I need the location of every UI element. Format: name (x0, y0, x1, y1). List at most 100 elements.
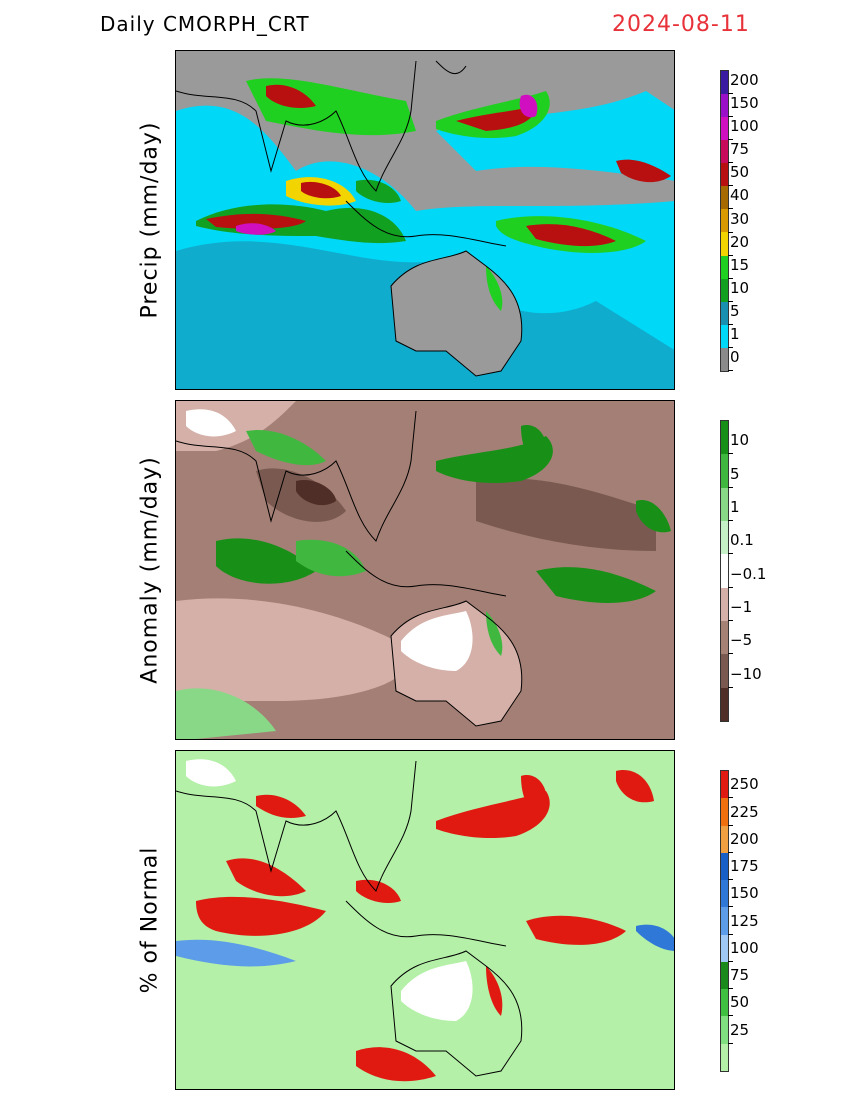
anomaly-map (176, 401, 674, 739)
colorbar-label: 0.1 (730, 531, 754, 550)
colorbar-label: 1 (730, 324, 740, 343)
colorbar-segment (721, 347, 728, 371)
colorbar-segment (721, 255, 728, 279)
colorbar-segment (721, 989, 728, 1017)
anomaly-ylabel: Anomaly (mm/day) (137, 456, 163, 684)
colorbar-segment (721, 587, 728, 621)
colorbar-tick (728, 300, 733, 302)
colorbar-label: 100 (730, 938, 759, 957)
colorbar-label: 5 (730, 301, 740, 320)
colorbar-segment (721, 209, 728, 233)
colorbar-tick (728, 486, 733, 488)
colorbar-segment (721, 163, 728, 187)
colorbar-label: 50 (730, 163, 750, 182)
colorbar-segment (721, 186, 728, 210)
precip-colorbar (720, 70, 729, 372)
colorbar-tick (728, 797, 733, 799)
precip-map-panel (175, 50, 675, 390)
colorbar-tick (728, 254, 733, 256)
colorbar-label: 75 (730, 966, 750, 985)
colorbar-segment (721, 278, 728, 302)
colorbar-segment (721, 117, 728, 141)
colorbar-tick (728, 933, 733, 935)
date-label: 2024-08-11 (612, 12, 750, 37)
colorbar-label: 15 (730, 255, 750, 274)
colorbar-label: 150 (730, 94, 759, 113)
colorbar-tick (728, 162, 733, 164)
colorbar-tick (728, 686, 733, 688)
colorbar-segment (721, 961, 728, 990)
colorbar-label: 5 (730, 464, 740, 483)
colorbar-segment (721, 934, 728, 962)
colorbar-label: 40 (730, 186, 750, 205)
colorbar-tick (728, 116, 733, 118)
colorbar-segment (721, 880, 728, 908)
colorbar-label: 100 (730, 117, 759, 136)
colorbar-tick (728, 520, 733, 521)
colorbar-tick (728, 93, 733, 95)
colorbar-segment (721, 825, 728, 853)
anomaly-colorbar (720, 420, 729, 722)
colorbar-tick (728, 620, 733, 621)
colorbar-tick (728, 824, 733, 826)
colorbar-tick (728, 185, 733, 187)
colorbar-label: −5 (730, 631, 753, 650)
colorbar-tick (728, 586, 733, 588)
colorbar-tick (728, 139, 733, 141)
precip-ylabel: Precip (mm/day) (137, 121, 163, 319)
colorbar-segment (721, 232, 728, 256)
precip-map (176, 51, 674, 389)
colorbar-label: 0 (730, 348, 740, 366)
colorbar-label: −0.1 (730, 564, 767, 583)
colorbar-label: 175 (730, 857, 759, 876)
colorbar-tick (728, 879, 733, 881)
colorbar-label: 10 (730, 431, 750, 450)
colorbar-segment (721, 94, 728, 118)
colorbar-segment (721, 71, 728, 95)
colorbar-segment (721, 554, 728, 588)
colorbar-segment (721, 771, 728, 799)
colorbar-label: 25 (730, 1020, 750, 1039)
colorbar-label: −10 (730, 664, 762, 683)
colorbar-segment (721, 654, 728, 688)
colorbar-tick (728, 988, 733, 990)
colorbar-tick (728, 208, 733, 210)
colorbar-label: 200 (730, 71, 759, 90)
percent-normal-ylabel: % of Normal (137, 846, 163, 994)
colorbar-label: 20 (730, 232, 750, 251)
colorbar-segment (721, 421, 728, 455)
colorbar-label: 75 (730, 140, 750, 159)
colorbar-segment (721, 487, 728, 521)
chart-title: Daily CMORPH_CRT (100, 12, 310, 36)
colorbar-tick (728, 231, 733, 233)
colorbar-tick (728, 851, 733, 853)
colorbar-segment (721, 301, 728, 325)
colorbar-segment (721, 852, 728, 881)
colorbar-label: 200 (730, 829, 759, 848)
colorbar-tick (728, 906, 733, 908)
colorbar-tick (728, 553, 733, 555)
colorbar-tick (728, 960, 733, 962)
colorbar-tick (728, 323, 733, 325)
colorbar-segment (721, 620, 728, 655)
colorbar-segment (721, 798, 728, 826)
colorbar-segment (721, 454, 728, 488)
colorbar-label: 50 (730, 993, 750, 1012)
colorbar-segment (721, 520, 728, 555)
colorbar-tick (728, 453, 733, 455)
percent-normal-colorbar (720, 770, 729, 1072)
colorbar-label: 1 (730, 498, 740, 516)
colorbar-tick (728, 277, 733, 279)
colorbar-segment (721, 1043, 728, 1071)
colorbar-segment (721, 907, 728, 935)
colorbar-label: 125 (730, 911, 759, 930)
colorbar-label: 150 (730, 884, 759, 903)
colorbar-segment (721, 324, 728, 348)
percent-normal-map (176, 751, 674, 1089)
percent-normal-map-panel (175, 750, 675, 1090)
colorbar-tick (728, 1015, 733, 1017)
colorbar-label: 10 (730, 278, 750, 297)
colorbar-label: 225 (730, 802, 759, 821)
colorbar-label: 30 (730, 209, 750, 228)
colorbar-label: −1 (730, 598, 753, 616)
